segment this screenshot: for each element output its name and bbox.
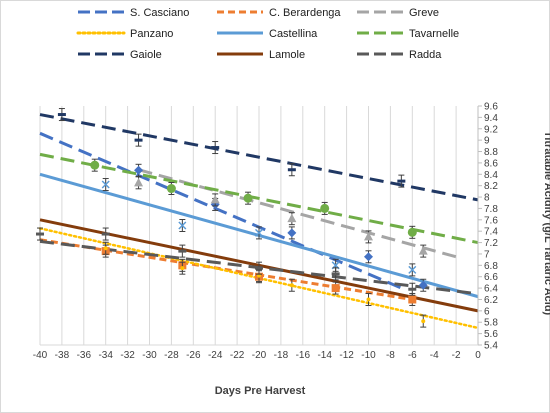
y-tick-label: 7.6 — [484, 215, 498, 226]
x-tick-label: -34 — [98, 350, 113, 361]
point-tavarnelle — [407, 227, 417, 237]
point-greve — [134, 177, 144, 187]
trendline-s-casciano — [39, 131, 402, 290]
x-tick-label: -12 — [339, 350, 354, 361]
point-panzano — [289, 283, 294, 288]
point-tavarnelle — [90, 160, 100, 170]
point-s-casciano — [364, 252, 373, 262]
x-tick-label: -38 — [55, 350, 70, 361]
y-tick-label: 6 — [484, 306, 490, 317]
trendline-gaiole — [39, 113, 479, 202]
legend-label-c-berardenga: C. Berardenga — [269, 7, 341, 19]
x-tick-label: -30 — [142, 350, 157, 361]
x-tick-label: -36 — [77, 350, 92, 361]
point-castellina — [254, 228, 264, 237]
x-tick-label: -8 — [386, 350, 395, 361]
y-tick-label: 7 — [484, 249, 490, 260]
point-greve — [210, 194, 220, 204]
y-tick-label: 6.6 — [484, 272, 498, 283]
y-tick-label: 9.4 — [484, 113, 498, 124]
x-tick-label: -4 — [430, 350, 439, 361]
legend-label-greve: Greve — [409, 7, 439, 19]
point-greve — [287, 213, 297, 223]
y-tick-label: 9.6 — [484, 102, 498, 113]
y-tick-label: 6.8 — [484, 261, 498, 272]
point-castellina — [101, 180, 110, 189]
point-c-berardenga — [408, 295, 417, 304]
point-panzano — [180, 266, 185, 271]
y-tick-label: 6.4 — [484, 284, 498, 295]
point-s-casciano — [287, 228, 297, 238]
x-tick-label: -40 — [33, 350, 48, 361]
legend: S. Casciano C. Berardenga Greve Panzano Cast… — [76, 7, 459, 61]
point-panzano — [421, 319, 426, 324]
data-points — [36, 108, 428, 328]
point-tavarnelle — [320, 203, 330, 213]
legend-label-castellina: Castellina — [269, 28, 318, 40]
point-panzano — [366, 297, 371, 302]
x-tick-label: -32 — [120, 350, 135, 361]
y-tick-label: 7.8 — [484, 204, 498, 215]
x-tick-label: -10 — [361, 350, 376, 361]
x-tick-label: -20 — [252, 350, 267, 361]
y-tick-label: 8.2 — [484, 181, 498, 192]
point-c-berardenga — [331, 284, 340, 293]
y-tick-label: 9 — [484, 136, 490, 147]
y-tick-label: 7.4 — [484, 227, 498, 238]
x-tick-label: -14 — [317, 350, 332, 361]
point-tavarnelle — [243, 193, 253, 203]
x-tick-label: 0 — [475, 350, 481, 361]
legend-label-gaiole: Gaiole — [130, 49, 162, 61]
y-tick-label: 8.6 — [484, 158, 498, 169]
y-tick-label: 5.6 — [484, 329, 498, 340]
y-tick-label: 8.8 — [484, 147, 498, 158]
axes: -40 -38 -36 -34 -32 -30 -28 -26 -24 -22 -20 -18 -16-… — [33, 102, 499, 362]
x-tick-label: -22 — [230, 350, 245, 361]
legend-label-s-casciano: S. Casciano — [130, 7, 189, 19]
y-tick-label: 5.8 — [484, 318, 498, 329]
point-greve — [364, 231, 373, 241]
y-axis-title: Titratable Acidity (g/L Tartaric Acid) — [542, 131, 550, 316]
y-tick-label: 9.2 — [484, 124, 498, 135]
point-panzano — [103, 246, 108, 251]
x-tick-label: -16 — [296, 350, 311, 361]
point-castellina — [408, 265, 417, 274]
x-tick-label: -28 — [164, 350, 179, 361]
point-castellina — [178, 221, 187, 230]
x-tick-label: -18 — [274, 350, 289, 361]
y-tick-label: 7.2 — [484, 238, 498, 249]
trendline-tavarnelle — [39, 152, 479, 245]
x-tick-label: -26 — [186, 350, 201, 361]
y-tick-label: 8.4 — [484, 170, 498, 181]
y-tick-label: 8 — [484, 193, 490, 204]
point-s-casciano — [418, 280, 428, 290]
x-axis-title: Days Pre Harvest — [215, 385, 306, 397]
point-greve — [418, 246, 428, 255]
x-tick-label: -24 — [208, 350, 223, 361]
y-tick-label: 6.2 — [484, 295, 498, 306]
legend-label-radda: Radda — [409, 49, 442, 61]
y-tick-label: 5.4 — [484, 341, 498, 352]
x-tick-label: -2 — [452, 350, 461, 361]
x-tick-label: -6 — [408, 350, 417, 361]
point-s-casciano — [134, 165, 144, 175]
legend-label-tavarnelle: Tavarnelle — [409, 28, 459, 40]
legend-label-panzano: Panzano — [130, 28, 173, 40]
legend-label-lamole: Lamole — [269, 49, 305, 61]
point-tavarnelle — [166, 184, 176, 194]
